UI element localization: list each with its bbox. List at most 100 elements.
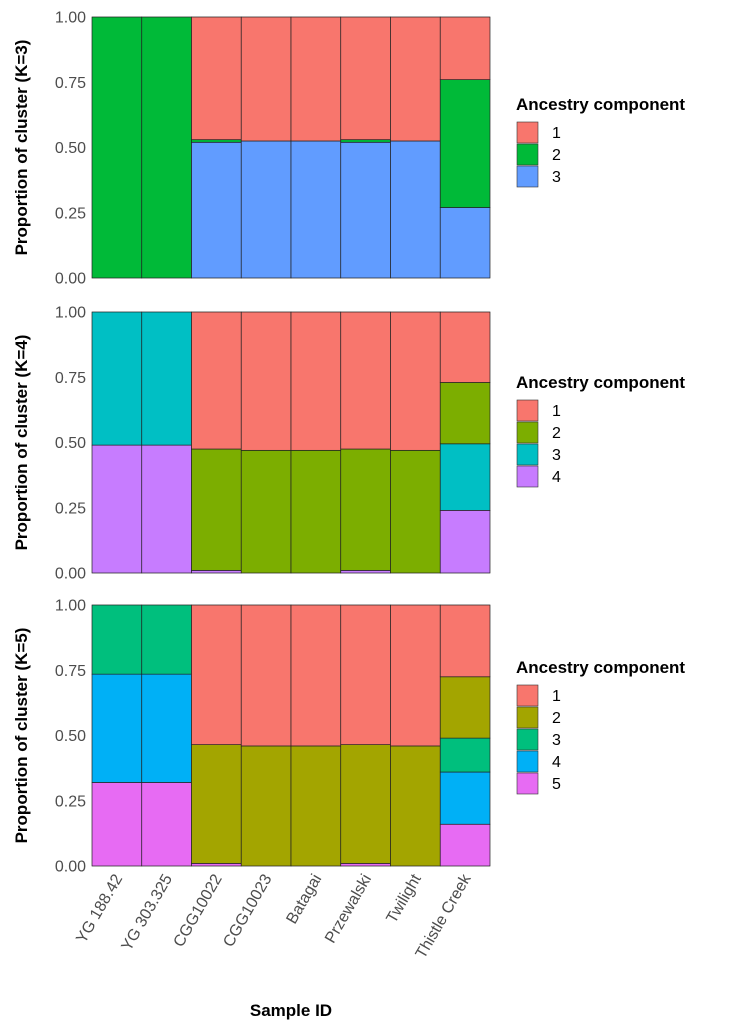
x-tick-label: YG 188.42 xyxy=(73,871,126,946)
x-tick-label: CGG10022 xyxy=(171,871,226,950)
legend-label: 1 xyxy=(552,125,561,142)
legend-key xyxy=(516,443,539,466)
bar-segment xyxy=(191,604,242,745)
y-tick-label: 0.75 xyxy=(55,663,86,680)
bar-segment xyxy=(91,673,143,783)
y-tick-label: 0.75 xyxy=(55,75,86,92)
y-tick-label: 0.25 xyxy=(55,205,86,222)
bar-segment xyxy=(340,863,391,867)
bar-segment xyxy=(390,604,441,747)
legend-key xyxy=(516,399,539,422)
y-tick-label: 0.50 xyxy=(55,140,86,157)
y-tick-label: 0.00 xyxy=(55,859,86,876)
legend-key xyxy=(516,143,539,166)
y-tick-label: 1.00 xyxy=(55,598,86,615)
bar-segment xyxy=(191,16,242,141)
y-tick-label: 0.00 xyxy=(55,271,86,288)
bar-segment xyxy=(340,16,391,141)
bar-segment xyxy=(141,782,192,867)
bar-segment xyxy=(340,311,391,450)
bar-segment xyxy=(439,604,491,678)
bar-segment xyxy=(439,382,491,445)
bar-segment xyxy=(340,570,391,574)
y-tick-label: 0.25 xyxy=(55,793,86,810)
y-tick-label: 0.25 xyxy=(55,500,86,517)
bar-segment xyxy=(240,16,292,142)
bar-segment xyxy=(191,570,242,574)
bar-segment xyxy=(390,140,441,279)
legend-title: Ancestry component xyxy=(516,95,685,114)
bar-segment xyxy=(439,823,491,867)
bar-segment xyxy=(191,141,242,279)
bar-segment xyxy=(290,449,342,574)
y-tick-label: 0.00 xyxy=(55,566,86,583)
legend-label: 3 xyxy=(552,447,561,464)
legend-label: 2 xyxy=(552,425,561,442)
legend-title: Ancestry component xyxy=(516,658,685,677)
x-tick-label: Batagai xyxy=(283,872,325,927)
bar-segment xyxy=(91,16,143,279)
bar-segment xyxy=(390,311,441,451)
legend-key xyxy=(516,772,539,795)
bar-segment xyxy=(439,676,491,739)
bar-segment xyxy=(141,604,192,675)
bar-segment xyxy=(91,444,143,574)
legend-key xyxy=(516,465,539,488)
x-tick-label: Twilight xyxy=(383,871,425,926)
legend-key xyxy=(516,684,539,707)
x-tick-label: YG 303.325 xyxy=(119,871,176,954)
y-tick-label: 0.75 xyxy=(55,370,86,387)
bar-segment xyxy=(390,16,441,142)
y-tick-label: 1.00 xyxy=(55,305,86,322)
legend-label: 1 xyxy=(552,403,561,420)
legend-label: 4 xyxy=(552,469,561,486)
bar-segment xyxy=(240,449,292,574)
x-tick-label: CGG10023 xyxy=(220,871,275,950)
bar-segment xyxy=(91,311,143,446)
bar-segment xyxy=(439,510,491,574)
bar-segment xyxy=(290,604,342,747)
bar-segment xyxy=(439,443,491,511)
legend-key xyxy=(516,728,539,751)
bar-segment xyxy=(340,604,391,745)
bar-segment xyxy=(141,444,192,574)
bar-segment xyxy=(290,16,342,142)
bar-segment xyxy=(240,311,292,451)
y-tick-label: 0.50 xyxy=(55,728,86,745)
legend-label: 4 xyxy=(552,754,561,771)
bar-segment xyxy=(240,604,292,747)
bar-segment xyxy=(340,448,391,571)
bar-segment xyxy=(439,771,491,825)
bar-segment xyxy=(390,745,441,867)
y-tick-label: 0.50 xyxy=(55,435,86,452)
bar-segment xyxy=(439,207,491,279)
bar-segment xyxy=(91,604,143,675)
bar-segment xyxy=(240,745,292,867)
legend-title: Ancestry component xyxy=(516,373,685,392)
legend-label: 2 xyxy=(552,710,561,727)
bar-segment xyxy=(191,311,242,450)
y-axis-title: Proportion of cluster (K=4) xyxy=(12,335,31,551)
bar-segment xyxy=(191,139,242,143)
legend-key xyxy=(516,750,539,773)
legend-label: 2 xyxy=(552,147,561,164)
bar-segment xyxy=(439,737,491,773)
bar-segment xyxy=(290,311,342,451)
bar-segment xyxy=(191,448,242,571)
bar-segment xyxy=(191,744,242,864)
bar-segment xyxy=(141,16,192,279)
legend-label: 3 xyxy=(552,169,561,186)
bar-segment xyxy=(290,745,342,867)
bar-segment xyxy=(141,311,192,446)
legend-key xyxy=(516,165,539,188)
bar-segment xyxy=(91,782,143,867)
y-axis-title: Proportion of cluster (K=5) xyxy=(12,628,31,844)
bar-segment xyxy=(439,311,491,383)
x-axis-title: Sample ID xyxy=(250,1001,332,1020)
y-tick-label: 1.00 xyxy=(55,10,86,27)
legend-label: 1 xyxy=(552,688,561,705)
legend-key xyxy=(516,706,539,729)
legend-key xyxy=(516,121,539,144)
legend-label: 5 xyxy=(552,776,561,793)
